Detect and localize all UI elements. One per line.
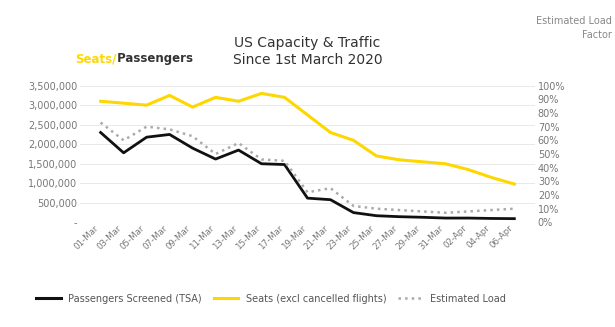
- Text: Estimated Load
Factor: Estimated Load Factor: [536, 16, 612, 40]
- Text: Passengers: Passengers: [113, 52, 193, 65]
- Title: US Capacity & Traffic
Since 1st March 2020: US Capacity & Traffic Since 1st March 20…: [232, 36, 383, 67]
- Legend: Passengers Screened (TSA), Seats (excl cancelled flights), Estimated Load: Passengers Screened (TSA), Seats (excl c…: [33, 290, 510, 308]
- Text: Seats/: Seats/: [76, 52, 117, 65]
